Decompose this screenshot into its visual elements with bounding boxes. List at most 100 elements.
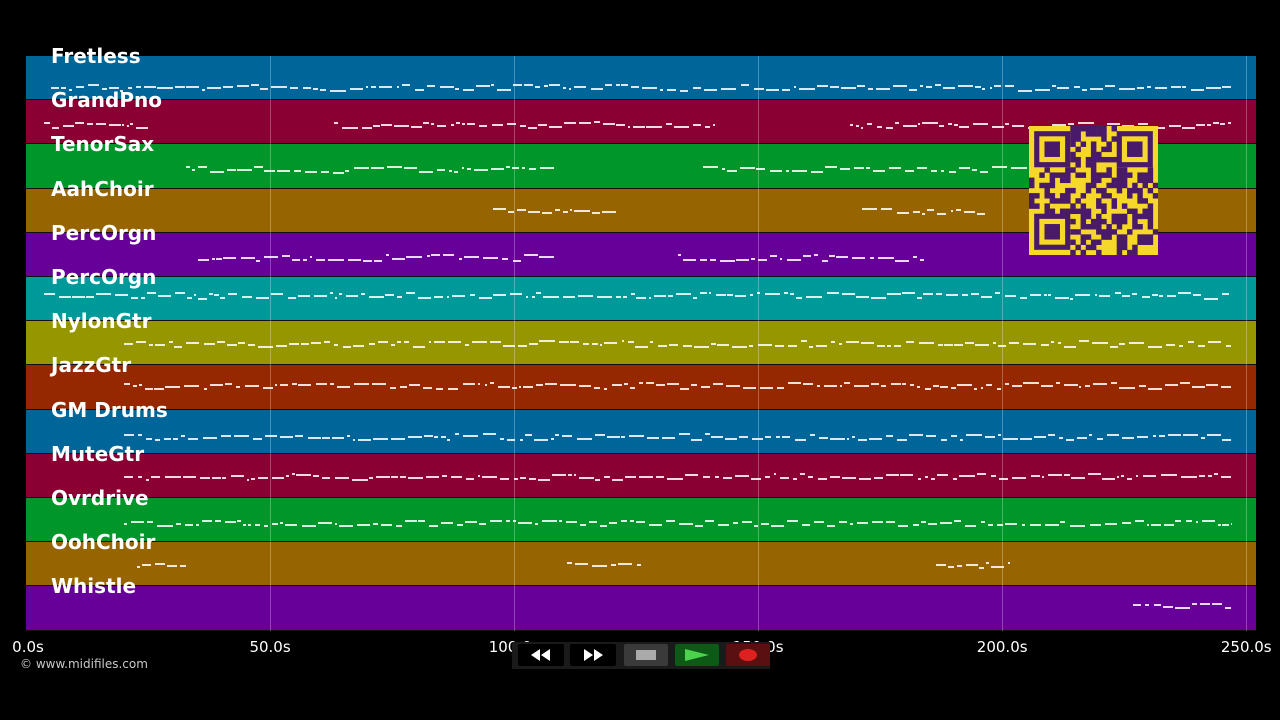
note <box>148 344 153 347</box>
note <box>717 343 730 346</box>
note <box>985 562 989 565</box>
note <box>954 344 964 347</box>
note <box>473 169 489 172</box>
track-label: AahChoir <box>51 176 154 201</box>
note <box>1011 166 1028 169</box>
note <box>760 522 770 525</box>
note <box>1165 383 1178 386</box>
note <box>491 167 504 170</box>
note <box>1212 603 1222 606</box>
note <box>454 433 459 436</box>
note <box>993 342 996 345</box>
note <box>313 88 319 91</box>
note <box>368 342 375 345</box>
note <box>897 212 909 215</box>
note <box>667 478 683 481</box>
note <box>329 292 333 295</box>
rewind-button[interactable] <box>518 644 564 666</box>
note <box>567 561 573 564</box>
note <box>135 340 147 343</box>
note <box>1019 437 1032 440</box>
note <box>541 519 558 522</box>
note <box>1152 435 1156 437</box>
note <box>276 344 287 347</box>
note <box>342 346 351 349</box>
note <box>1089 524 1102 527</box>
note <box>857 439 867 442</box>
note <box>591 343 598 346</box>
note <box>292 473 295 476</box>
note <box>238 341 246 344</box>
note <box>346 435 351 438</box>
note <box>463 89 475 92</box>
note <box>145 387 153 390</box>
note <box>710 435 724 438</box>
note <box>529 342 538 345</box>
note <box>917 477 922 480</box>
note <box>309 255 313 258</box>
note <box>465 477 474 480</box>
note <box>137 433 143 436</box>
note <box>370 167 384 170</box>
play-button[interactable] <box>675 644 719 666</box>
note <box>756 292 761 295</box>
note <box>237 519 242 522</box>
note <box>484 384 488 387</box>
transport-controls <box>512 642 770 669</box>
note <box>817 385 821 388</box>
note <box>379 85 392 88</box>
note <box>155 562 165 565</box>
note <box>164 476 181 479</box>
record-button[interactable] <box>726 644 770 666</box>
note <box>940 170 944 173</box>
track-lane <box>26 542 1256 587</box>
note <box>136 86 142 89</box>
note <box>998 477 1008 480</box>
note <box>227 292 238 295</box>
note <box>197 297 208 300</box>
note <box>334 477 350 480</box>
note <box>917 166 927 169</box>
note <box>1034 88 1050 91</box>
note <box>589 520 597 523</box>
note <box>693 346 709 349</box>
note <box>1099 294 1111 297</box>
note <box>1198 344 1206 347</box>
note <box>75 122 84 125</box>
note <box>628 340 634 343</box>
note <box>1161 474 1177 477</box>
note <box>924 476 928 479</box>
note <box>263 524 269 527</box>
note <box>536 292 542 295</box>
note <box>276 169 290 172</box>
note <box>60 86 67 89</box>
stop-button[interactable] <box>624 644 668 666</box>
note <box>886 474 899 477</box>
note <box>522 385 534 388</box>
note <box>817 478 828 481</box>
note <box>542 211 552 214</box>
note <box>523 254 538 257</box>
note <box>403 341 409 344</box>
note <box>86 122 93 125</box>
fast-forward-button[interactable] <box>570 644 616 666</box>
note <box>356 523 371 526</box>
note <box>722 477 732 480</box>
note <box>639 475 653 478</box>
note <box>1217 523 1222 526</box>
note <box>633 126 645 129</box>
note <box>44 121 50 124</box>
note <box>950 210 953 213</box>
note <box>418 519 426 522</box>
track-label: MuteGtr <box>51 441 145 466</box>
note <box>508 211 515 214</box>
note <box>410 125 423 128</box>
note <box>802 255 812 258</box>
note <box>895 259 910 262</box>
note <box>1110 345 1119 348</box>
note <box>749 344 753 347</box>
note <box>203 387 208 390</box>
note <box>808 345 814 348</box>
note <box>434 340 445 343</box>
note <box>288 343 300 346</box>
